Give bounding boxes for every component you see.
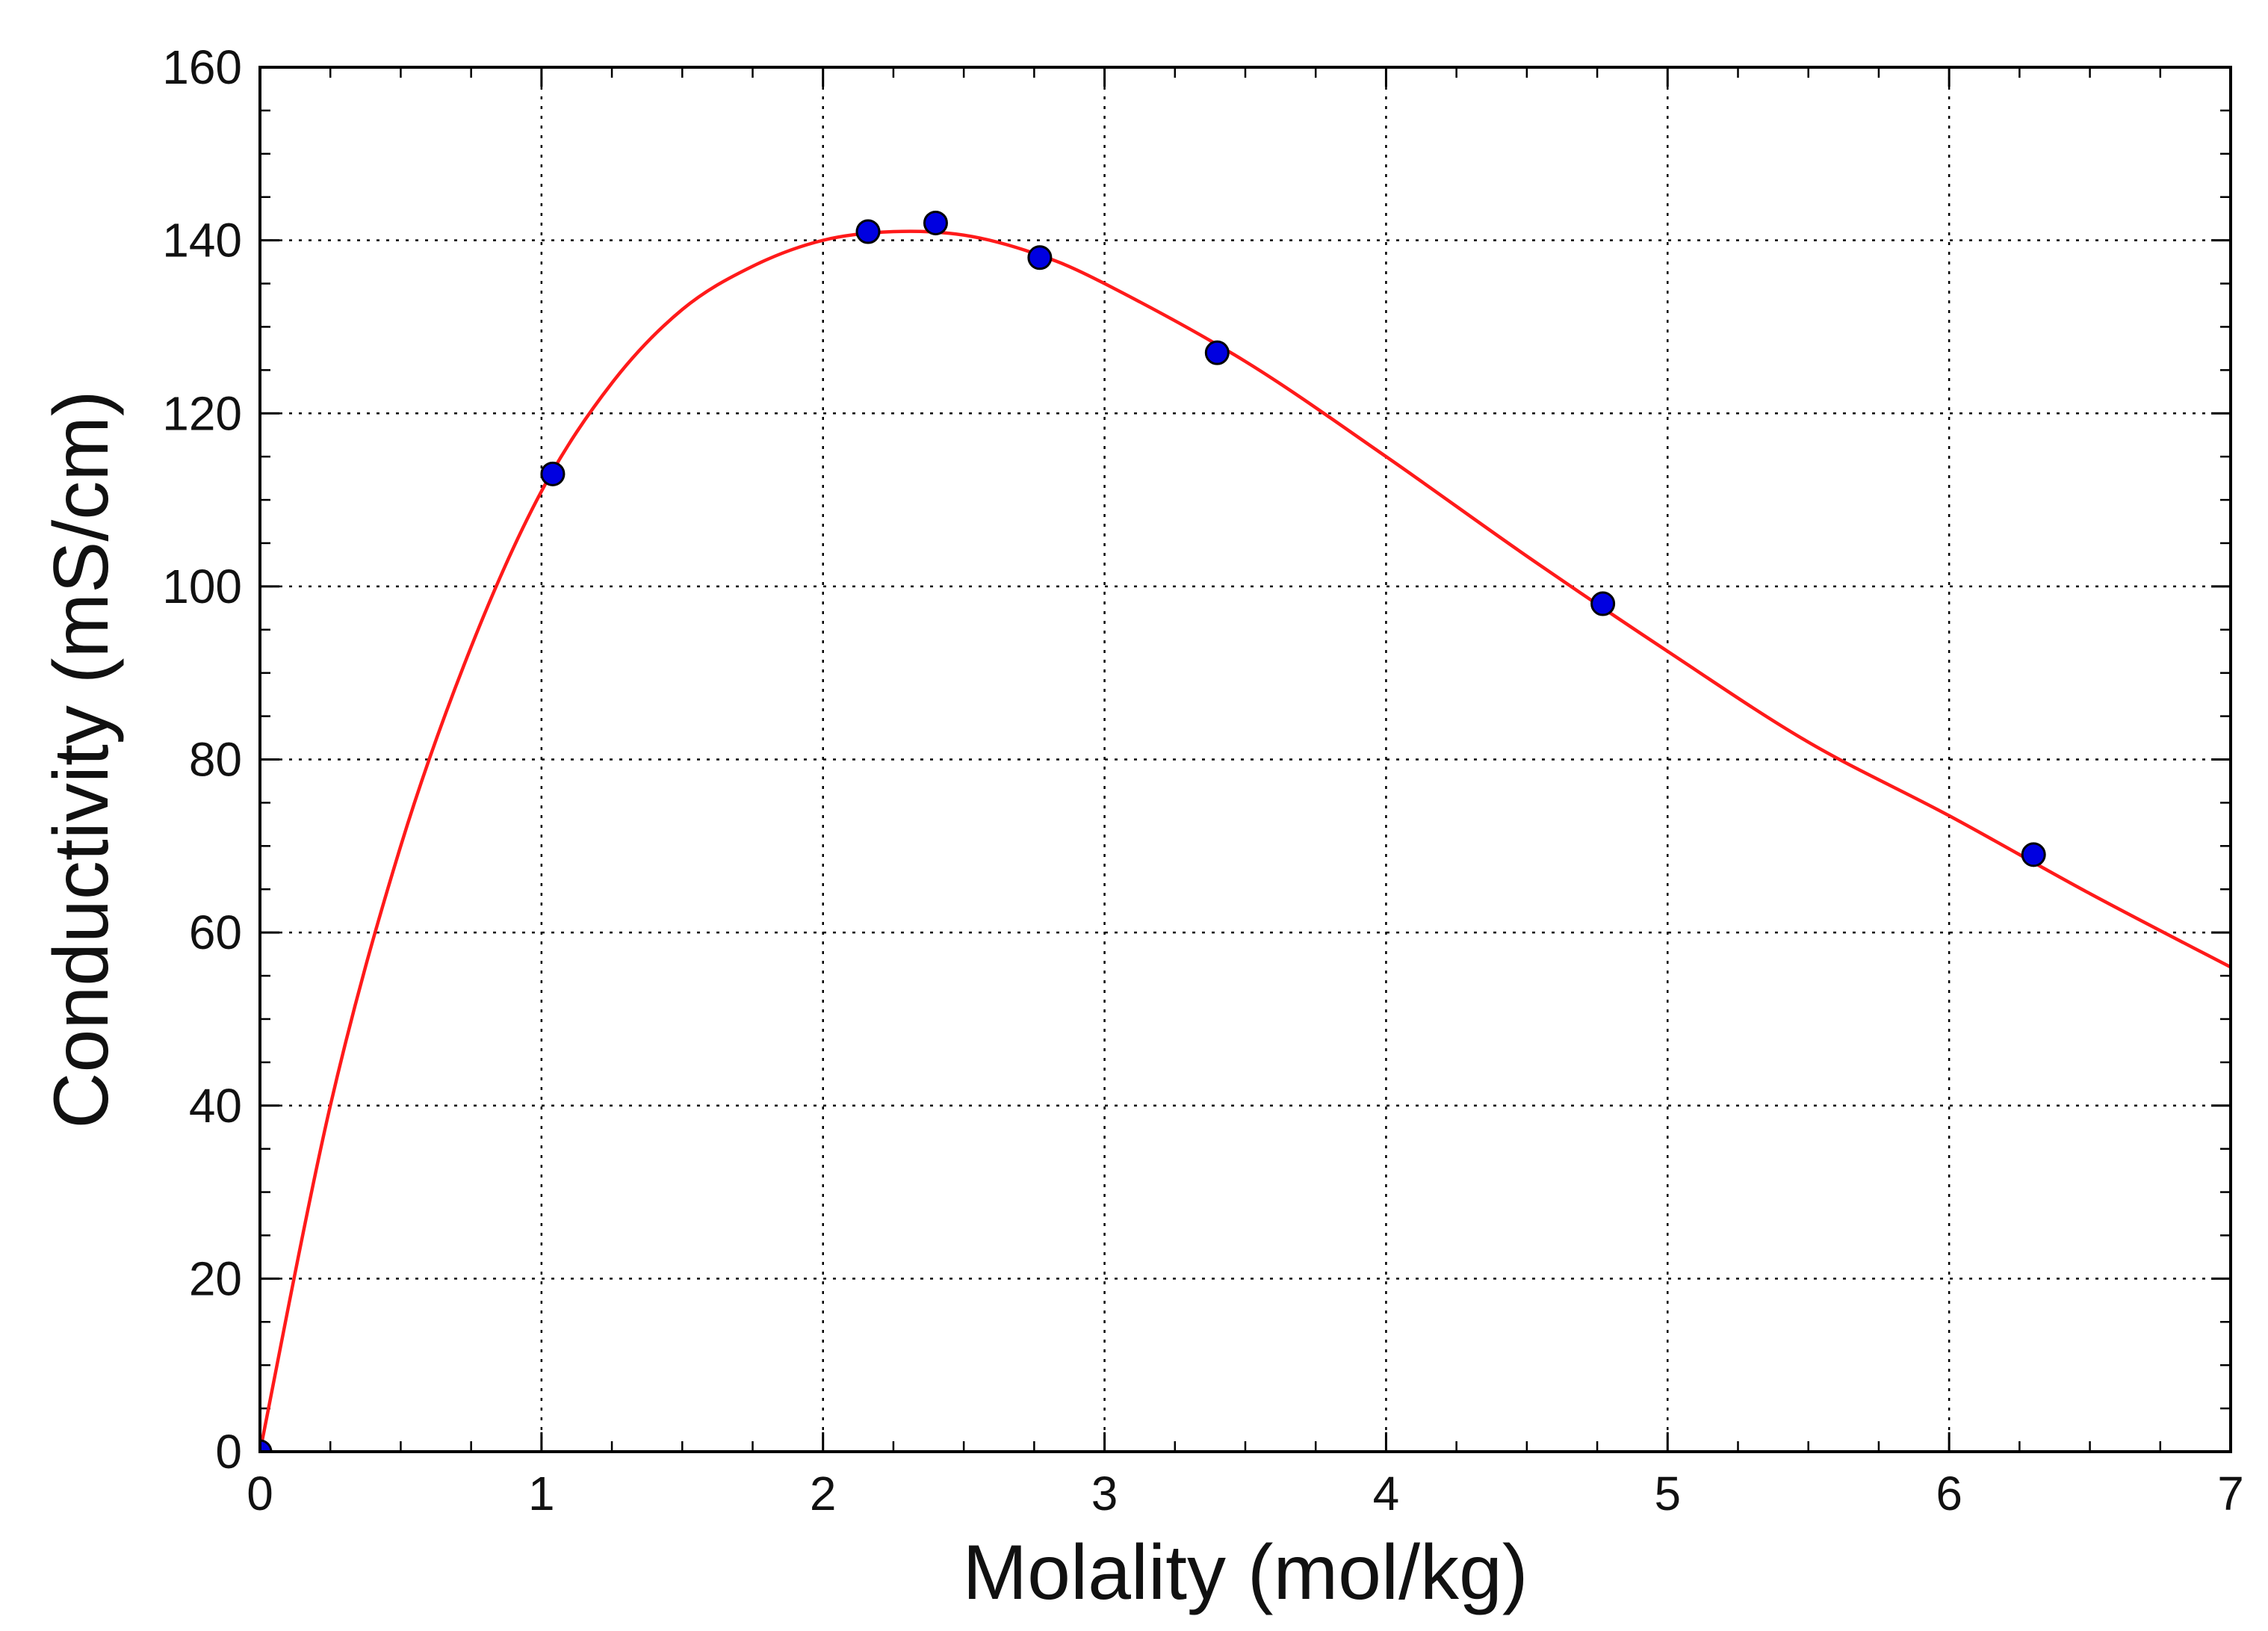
data-point (1590, 591, 1616, 616)
y-tick-label: 120 (162, 386, 242, 440)
data-point (540, 461, 566, 486)
plot-frame (258, 66, 2232, 1453)
y-tick-label: 0 (215, 1425, 242, 1479)
y-tick-label: 40 (189, 1079, 242, 1133)
x-tick-label: 4 (1373, 1467, 1400, 1520)
fit-curve-layer (260, 229, 2231, 1452)
x-tick-label: 0 (247, 1467, 273, 1520)
y-tick-label: 80 (189, 733, 242, 787)
minor-ticks (260, 67, 2231, 1452)
x-tick-label: 6 (1936, 1467, 1962, 1520)
data-points-layer (260, 210, 2046, 1452)
x-tick-label: 2 (810, 1467, 837, 1520)
fit-curve-line (260, 229, 2231, 1452)
x-tick-label: 3 (1091, 1467, 1118, 1520)
y-tick-label: 20 (189, 1251, 242, 1305)
x-axis-title: Molality (mol/kg) (963, 1529, 1528, 1616)
data-point (1027, 245, 1053, 270)
data-point (2021, 842, 2046, 867)
data-point (1204, 340, 1230, 365)
x-tick-label: 7 (2217, 1467, 2244, 1520)
data-point (855, 219, 881, 244)
grid (260, 67, 2231, 1452)
x-tick-label: 1 (528, 1467, 555, 1520)
y-tick-label: 100 (162, 560, 242, 613)
y-axis-title: Conductivity (mS/cm) (38, 390, 125, 1128)
y-tick-label: 160 (162, 40, 242, 94)
y-tick-label: 140 (162, 214, 242, 267)
data-point (923, 210, 948, 235)
tick-labels: 0 1 2 3 4 5 6 7 0 20 40 60 80 100 120 140 160 (162, 40, 2244, 1520)
x-tick-label: 5 (1654, 1467, 1681, 1520)
major-ticks (258, 66, 2232, 1453)
data-point (260, 1439, 273, 1452)
y-tick-label: 60 (189, 906, 242, 959)
